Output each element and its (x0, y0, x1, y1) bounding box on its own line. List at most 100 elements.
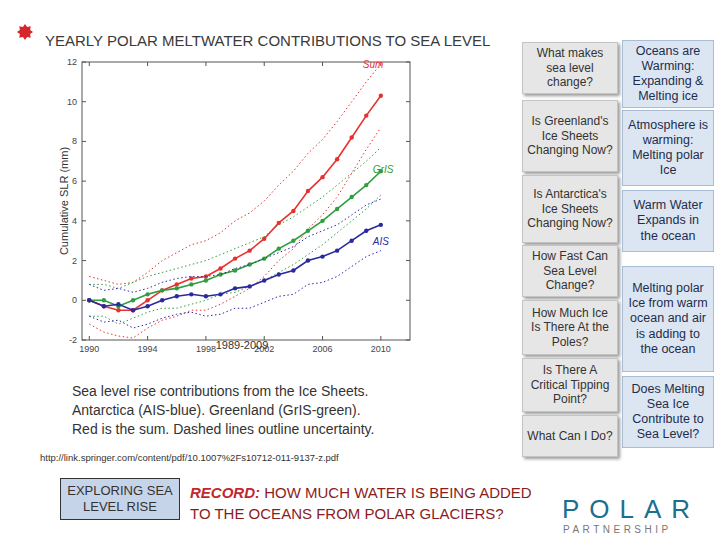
y-tick-label: 0 (72, 295, 77, 305)
point (306, 258, 310, 262)
uncertainty-line (89, 251, 381, 328)
period: 1989-2009 (216, 339, 269, 351)
uncertainty-line (89, 128, 381, 338)
point (131, 298, 135, 302)
point (247, 284, 251, 288)
question-box: What makes sea level change? (522, 42, 618, 94)
record: RECORD: HOW MUCH WATER IS BEING ADDED TO… (190, 482, 545, 524)
answer-box: Does Melting Sea Ice Contribute to Sea L… (622, 376, 714, 448)
series-line (89, 96, 381, 310)
point (160, 298, 164, 302)
y-tick (82, 340, 86, 341)
logo-sub: PARTNERSHIP (563, 524, 672, 535)
logo: POLAR (562, 494, 700, 524)
y-tick-label: 2 (72, 256, 77, 266)
point (204, 294, 208, 298)
plot-frame (82, 62, 410, 340)
point (233, 268, 237, 272)
y-tick-label: 6 (72, 176, 77, 186)
y-tick (406, 101, 410, 102)
record-label: RECORD: (190, 484, 260, 501)
point (379, 223, 383, 227)
x-tick (322, 336, 323, 340)
point (145, 298, 149, 302)
data-group (87, 64, 383, 338)
point (364, 113, 368, 117)
point (335, 248, 339, 252)
y-tick (406, 62, 410, 63)
point (277, 246, 281, 250)
y-tick-label: 8 (72, 136, 77, 146)
icon (17, 24, 33, 40)
x-tick-label: 1994 (138, 344, 158, 354)
point (145, 292, 149, 296)
caption-line: Antarctica (AIS-blue). Greenland (GrIS-g… (72, 402, 361, 418)
point (175, 294, 179, 298)
x-tick-label: 1998 (196, 344, 216, 354)
footer-box: EXPLORING SEA LEVEL RISE (60, 478, 180, 520)
point (218, 292, 222, 296)
series-label: Sum (363, 59, 384, 70)
point (349, 195, 353, 199)
question-box: Is There A Critical Tipping Point? (522, 358, 618, 412)
answer-box: Melting polar Ice from warm ocean and ai… (622, 266, 714, 372)
x-tick (89, 62, 90, 66)
point (175, 282, 179, 286)
x-tick (205, 62, 206, 66)
x-tick (205, 336, 206, 340)
uncertainty-line (89, 195, 381, 324)
series-label: GrIS (373, 164, 394, 175)
y-tick (82, 141, 86, 142)
point (87, 298, 91, 302)
series-line (89, 171, 381, 306)
point (102, 298, 106, 302)
x-tick-label: 2010 (371, 344, 391, 354)
caption-line: Red is the sum. Dashed lines outline unc… (72, 421, 374, 437)
point (320, 175, 324, 179)
point (131, 308, 135, 312)
x-tick-label: 2006 (313, 344, 333, 354)
series-label: AIS (372, 236, 389, 247)
point (262, 256, 266, 260)
y-tick (82, 300, 86, 301)
point (218, 266, 222, 270)
x-tick (147, 336, 148, 340)
y-tick (82, 260, 86, 261)
y-tick (82, 101, 86, 102)
point (349, 135, 353, 139)
y-tick-label: 12 (67, 57, 77, 67)
x-tick (89, 336, 90, 340)
y-tick (82, 220, 86, 221)
y-tick (82, 181, 86, 182)
point (145, 304, 149, 308)
point (102, 304, 106, 308)
question-box: What Can I Do? (522, 415, 618, 457)
y-tick-label: 10 (67, 97, 77, 107)
point (320, 219, 324, 223)
point (306, 189, 310, 193)
question-box: Is Antarctica's Ice Sheets Changing Now? (522, 175, 618, 243)
answer-box: Oceans are Warming: Expanding & Melting … (622, 40, 714, 108)
caption-line: Sea level rise contributions from the Ic… (72, 383, 368, 399)
point (291, 268, 295, 272)
y-tick (406, 220, 410, 221)
point (349, 239, 353, 243)
answer-box: Atmosphere is warming: Melting polar Ice (622, 110, 714, 186)
x-tick (380, 336, 381, 340)
question-box: Is Greenland's Ice Sheets Changing Now? (522, 100, 618, 172)
y-tick (406, 340, 410, 341)
point (233, 286, 237, 290)
y-tick (406, 141, 410, 142)
x-tick (147, 62, 148, 66)
point (160, 288, 164, 292)
x-tick (322, 62, 323, 66)
y-tick (406, 181, 410, 182)
point (175, 286, 179, 290)
point (218, 272, 222, 276)
answer-box: Warm Water Expands in the ocean (622, 190, 714, 252)
uncertainty-line (89, 147, 381, 288)
series-line (89, 225, 381, 310)
point (204, 278, 208, 282)
point (364, 183, 368, 187)
point (131, 308, 135, 312)
